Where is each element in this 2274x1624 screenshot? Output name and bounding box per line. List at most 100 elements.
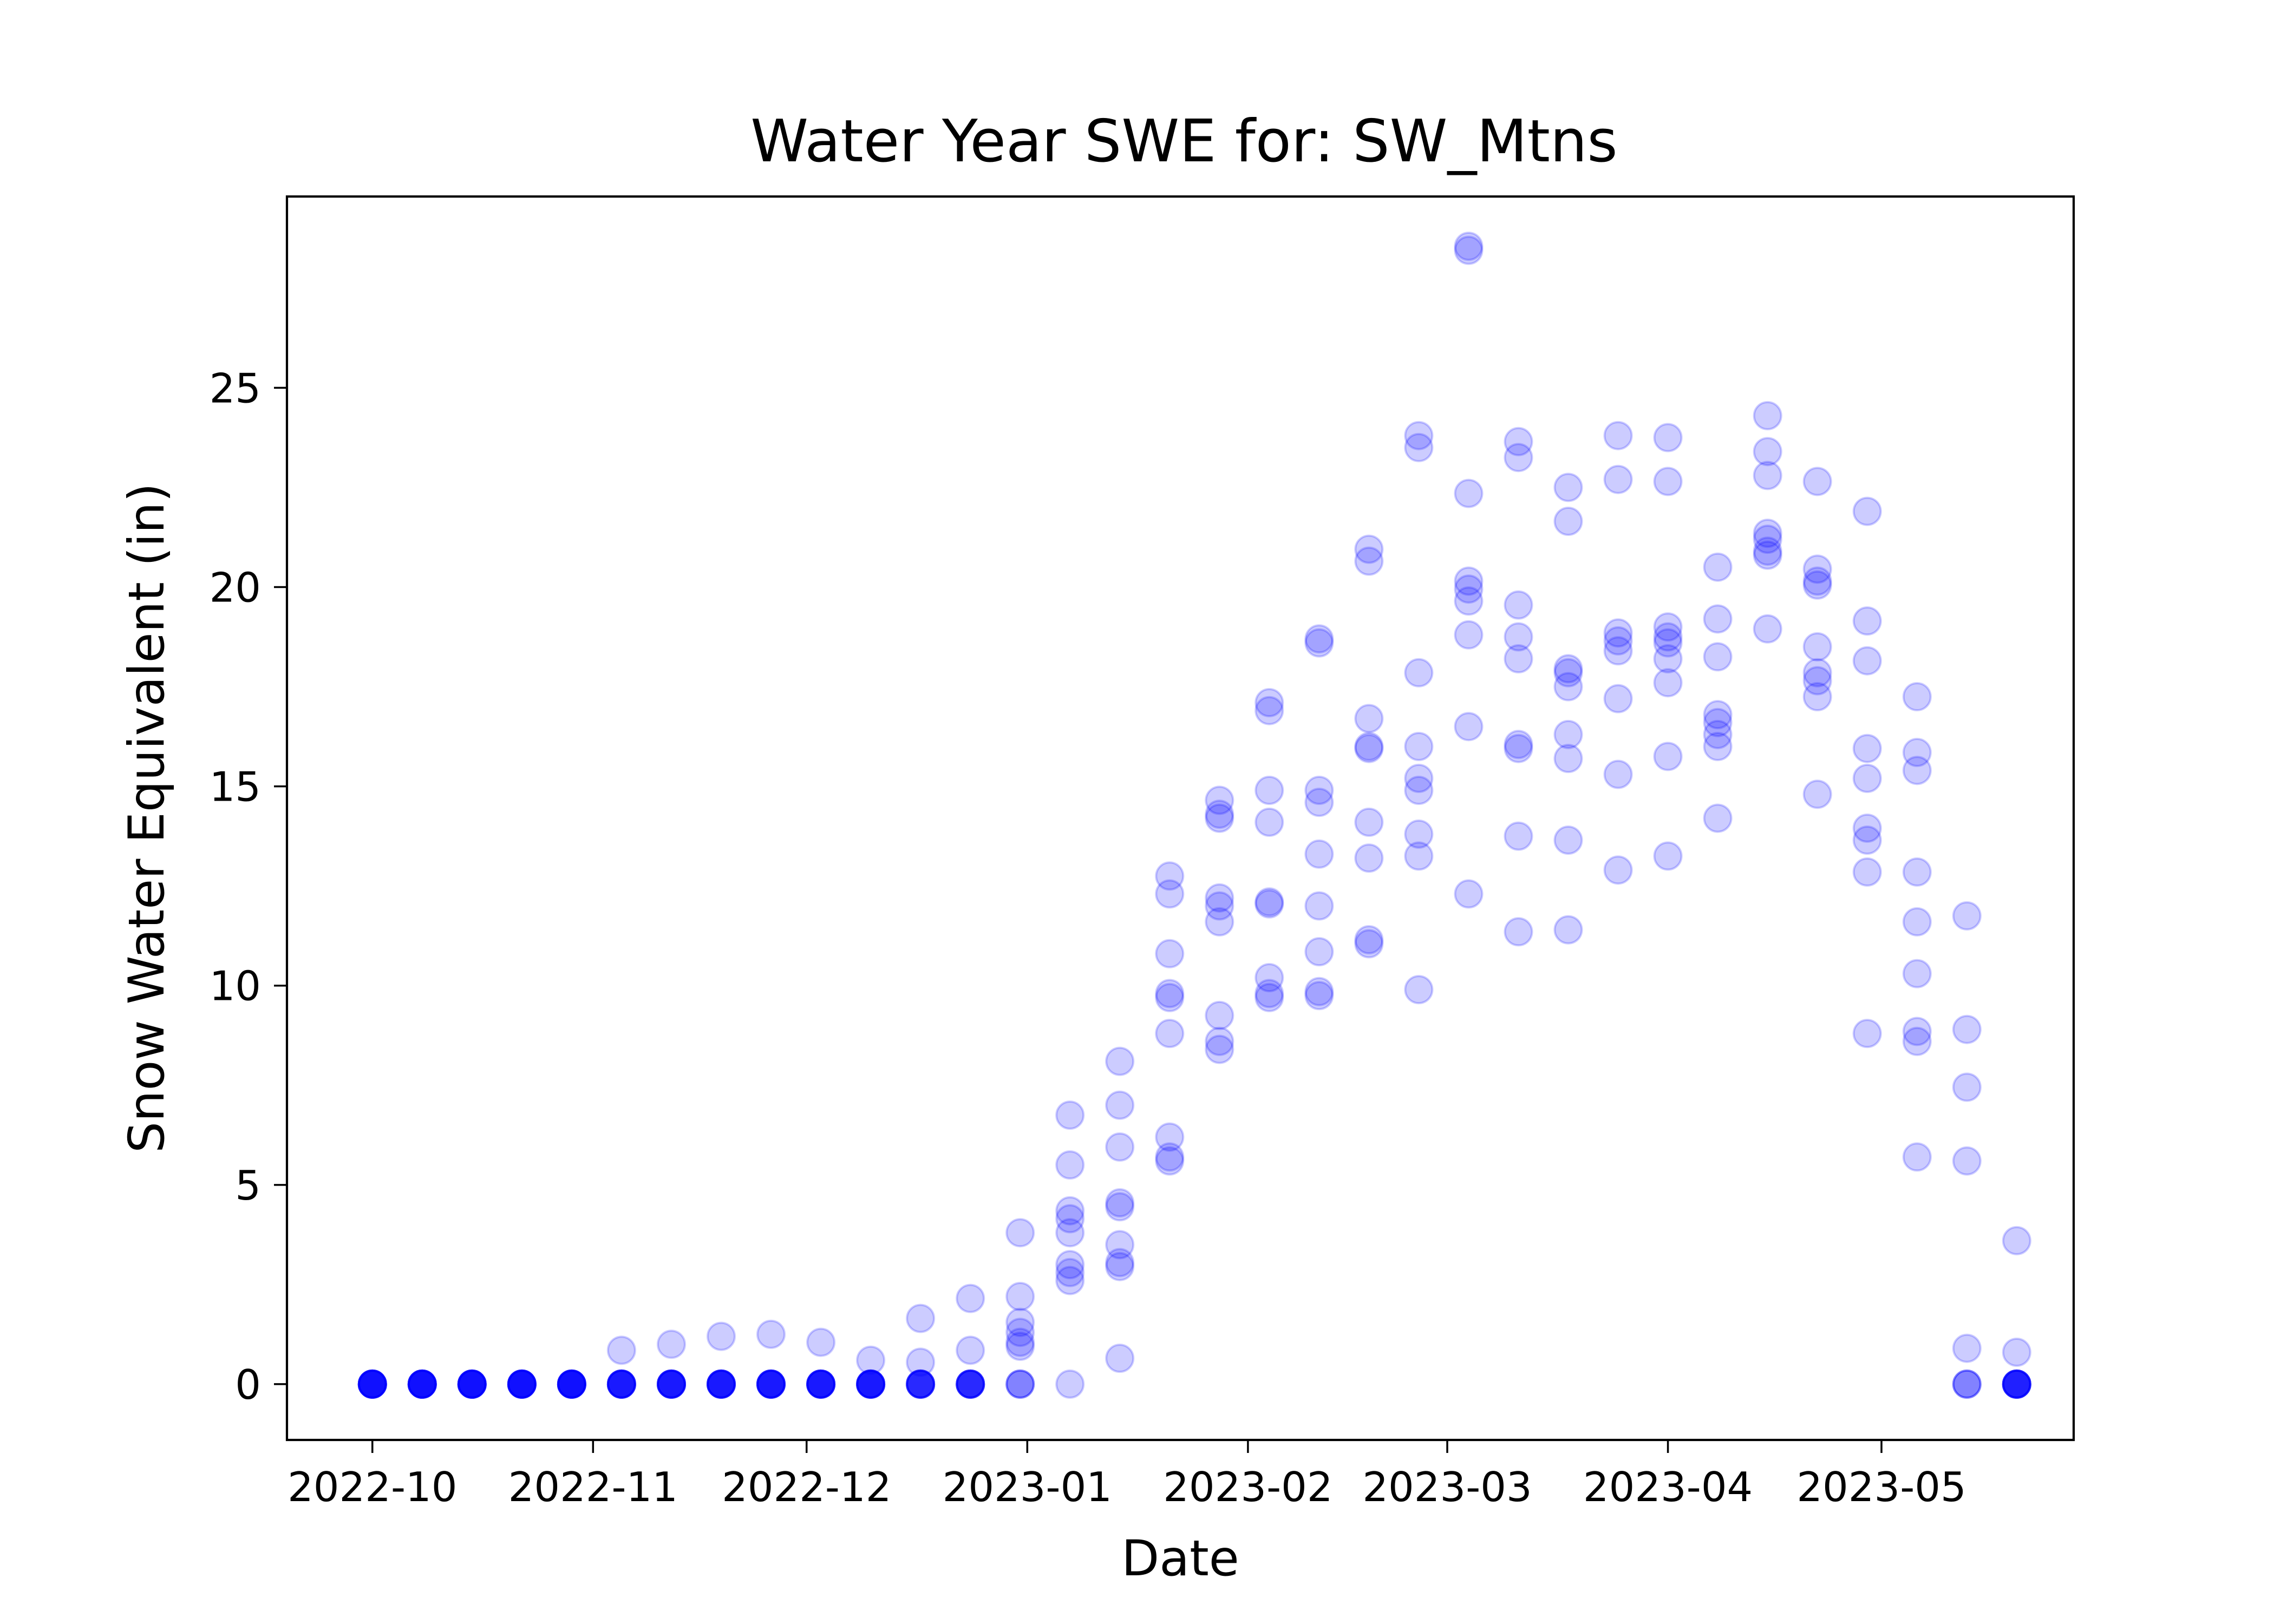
x-tick-label: 2023-03 — [1362, 1463, 1532, 1511]
data-point — [856, 1369, 886, 1399]
data-point — [1354, 704, 1384, 734]
data-point — [606, 1369, 636, 1399]
data-point — [756, 1369, 786, 1399]
data-point — [1005, 1282, 1035, 1311]
data-point — [756, 1369, 786, 1399]
x-tick-label: 2022-10 — [287, 1463, 457, 1511]
data-point — [657, 1330, 686, 1359]
data-point — [1354, 929, 1384, 959]
data-point — [1952, 1146, 1982, 1176]
data-point — [756, 1369, 786, 1399]
data-point — [1504, 730, 1533, 759]
data-point — [407, 1369, 437, 1399]
data-point — [1005, 1327, 1035, 1357]
data-point — [1254, 963, 1284, 992]
data-point — [507, 1369, 537, 1399]
data-point — [1254, 696, 1284, 725]
data-point — [1205, 907, 1234, 937]
data-point — [1553, 744, 1583, 774]
data-point — [507, 1369, 537, 1399]
data-point — [1852, 857, 1882, 887]
data-point — [1603, 759, 1633, 789]
data-point — [1105, 1188, 1135, 1217]
data-point — [1902, 1017, 1932, 1046]
data-point — [707, 1369, 736, 1399]
data-point — [707, 1369, 736, 1399]
data-point — [1005, 1369, 1035, 1399]
data-point — [707, 1369, 736, 1399]
data-point — [756, 1319, 786, 1349]
data-point — [1155, 939, 1185, 968]
data-point — [1753, 540, 1782, 570]
data-point — [1504, 443, 1533, 473]
data-point — [1852, 763, 1882, 793]
data-point — [1304, 981, 1334, 1011]
data-point — [1703, 803, 1733, 833]
data-point — [457, 1369, 487, 1399]
data-point — [1205, 1000, 1234, 1030]
data-point — [1553, 473, 1583, 502]
data-point — [507, 1369, 537, 1399]
data-point — [906, 1369, 936, 1399]
data-point — [1504, 917, 1533, 947]
data-point — [806, 1369, 836, 1399]
data-point — [1902, 738, 1932, 767]
data-point — [1902, 857, 1932, 887]
data-point — [1005, 1369, 1035, 1399]
data-point — [1653, 841, 1683, 871]
data-points — [357, 232, 2031, 1399]
data-point — [2002, 1338, 2031, 1367]
data-point — [1354, 807, 1384, 837]
data-point — [407, 1369, 437, 1399]
data-point — [1504, 590, 1533, 620]
data-point — [1304, 628, 1334, 658]
data-point — [657, 1369, 686, 1399]
data-point — [606, 1369, 636, 1399]
data-point — [1354, 546, 1384, 576]
data-point — [1703, 604, 1733, 634]
data-point — [1254, 688, 1284, 717]
data-point — [357, 1369, 387, 1399]
data-point — [457, 1369, 487, 1399]
data-point — [357, 1369, 387, 1399]
data-point — [357, 1369, 387, 1399]
data-point — [507, 1369, 537, 1399]
data-point — [557, 1369, 586, 1399]
y-tick-label: 25 — [210, 364, 261, 412]
data-point — [856, 1369, 886, 1399]
data-point — [357, 1369, 387, 1399]
data-point — [1902, 1026, 1932, 1056]
data-point — [1753, 519, 1782, 548]
x-tick-label: 2023-01 — [943, 1463, 1112, 1511]
chart-title: Water Year SWE for: SW_Mtns — [750, 108, 1617, 175]
data-point — [1205, 800, 1234, 829]
data-point — [1055, 1250, 1085, 1280]
data-point — [1603, 464, 1633, 494]
data-point — [707, 1369, 736, 1399]
data-point — [606, 1369, 636, 1399]
data-point — [856, 1369, 886, 1399]
data-point — [1802, 682, 1832, 711]
data-point — [2002, 1369, 2031, 1399]
data-point — [856, 1369, 886, 1399]
data-point — [1454, 235, 1484, 265]
data-point — [1753, 401, 1782, 430]
data-point — [1852, 606, 1882, 636]
data-point — [1454, 712, 1484, 742]
data-point — [1304, 839, 1334, 869]
data-point — [1304, 891, 1334, 921]
data-point — [1802, 666, 1832, 696]
data-point — [1354, 734, 1384, 763]
data-point — [557, 1369, 586, 1399]
data-point — [806, 1369, 836, 1399]
data-point — [657, 1369, 686, 1399]
data-point — [1404, 841, 1434, 871]
data-point — [1005, 1218, 1035, 1248]
data-point — [657, 1369, 686, 1399]
data-point — [1205, 883, 1234, 913]
data-point — [1055, 1258, 1085, 1287]
data-point — [1703, 642, 1733, 672]
data-point — [407, 1369, 437, 1399]
x-tick-label: 2022-11 — [508, 1463, 678, 1511]
data-point — [357, 1369, 387, 1399]
